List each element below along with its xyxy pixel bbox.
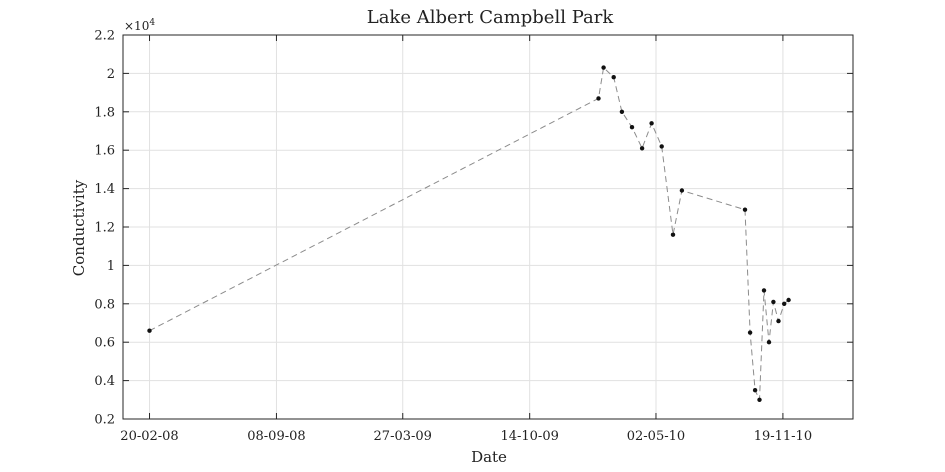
y-tick-label: 0.8 [94,297,115,312]
y-tick-label: 1.2 [94,221,115,236]
data-point [659,144,664,149]
data-point [766,340,772,345]
data-point [147,328,152,333]
data-point [601,65,606,70]
x-tick-label: 02-05-10 [627,429,685,444]
x-tick-label: 20-02-08 [120,429,178,444]
y-tick-label: 1.6 [94,144,115,159]
axis-ticks: 20-02-08 08-09-08 27-03-09 14-10-09 02-05-10… [94,29,853,444]
x-axis-label: Date [471,448,507,466]
data-point [752,388,758,393]
data-point [679,188,685,193]
data-point [742,207,748,212]
series-layer [147,65,791,402]
y-tick-label: 1.8 [94,105,115,120]
data-point [757,397,762,402]
x-tick-label: 19-11-10 [754,429,812,444]
data-point [596,96,601,101]
data-point [786,297,791,303]
y-axis-exponent-base: ×10 [124,19,149,33]
y-tick-label: 0.4 [94,374,115,389]
y-axis-exponent-power: 4 [149,18,155,28]
x-tick-label: 14-10-09 [500,429,558,444]
data-point [771,299,776,305]
data-point [782,301,787,306]
y-tick-label: 1.4 [94,182,115,197]
y-tick-label: 2 [107,67,115,82]
x-tick-label: 08-09-08 [247,429,305,444]
data-point [619,109,625,115]
y-tick-label: 2.2 [94,29,115,44]
data-point [747,330,753,335]
data-point [629,125,635,130]
data-point [639,146,645,151]
y-axis-exponent: ×104 [124,18,155,33]
y-tick-label: 0.6 [94,336,115,351]
x-tick-label: 27-03-09 [374,429,432,444]
data-point [670,232,676,237]
data-point [611,75,616,80]
data-point [649,121,654,126]
y-tick-label: 0.2 [94,413,115,428]
y-tick-label: 1 [107,259,115,274]
y-axis-label: Conductivity [70,179,88,276]
chart-title: Lake Albert Campbell Park [367,7,615,28]
data-point [761,288,767,293]
data-point [776,318,781,324]
